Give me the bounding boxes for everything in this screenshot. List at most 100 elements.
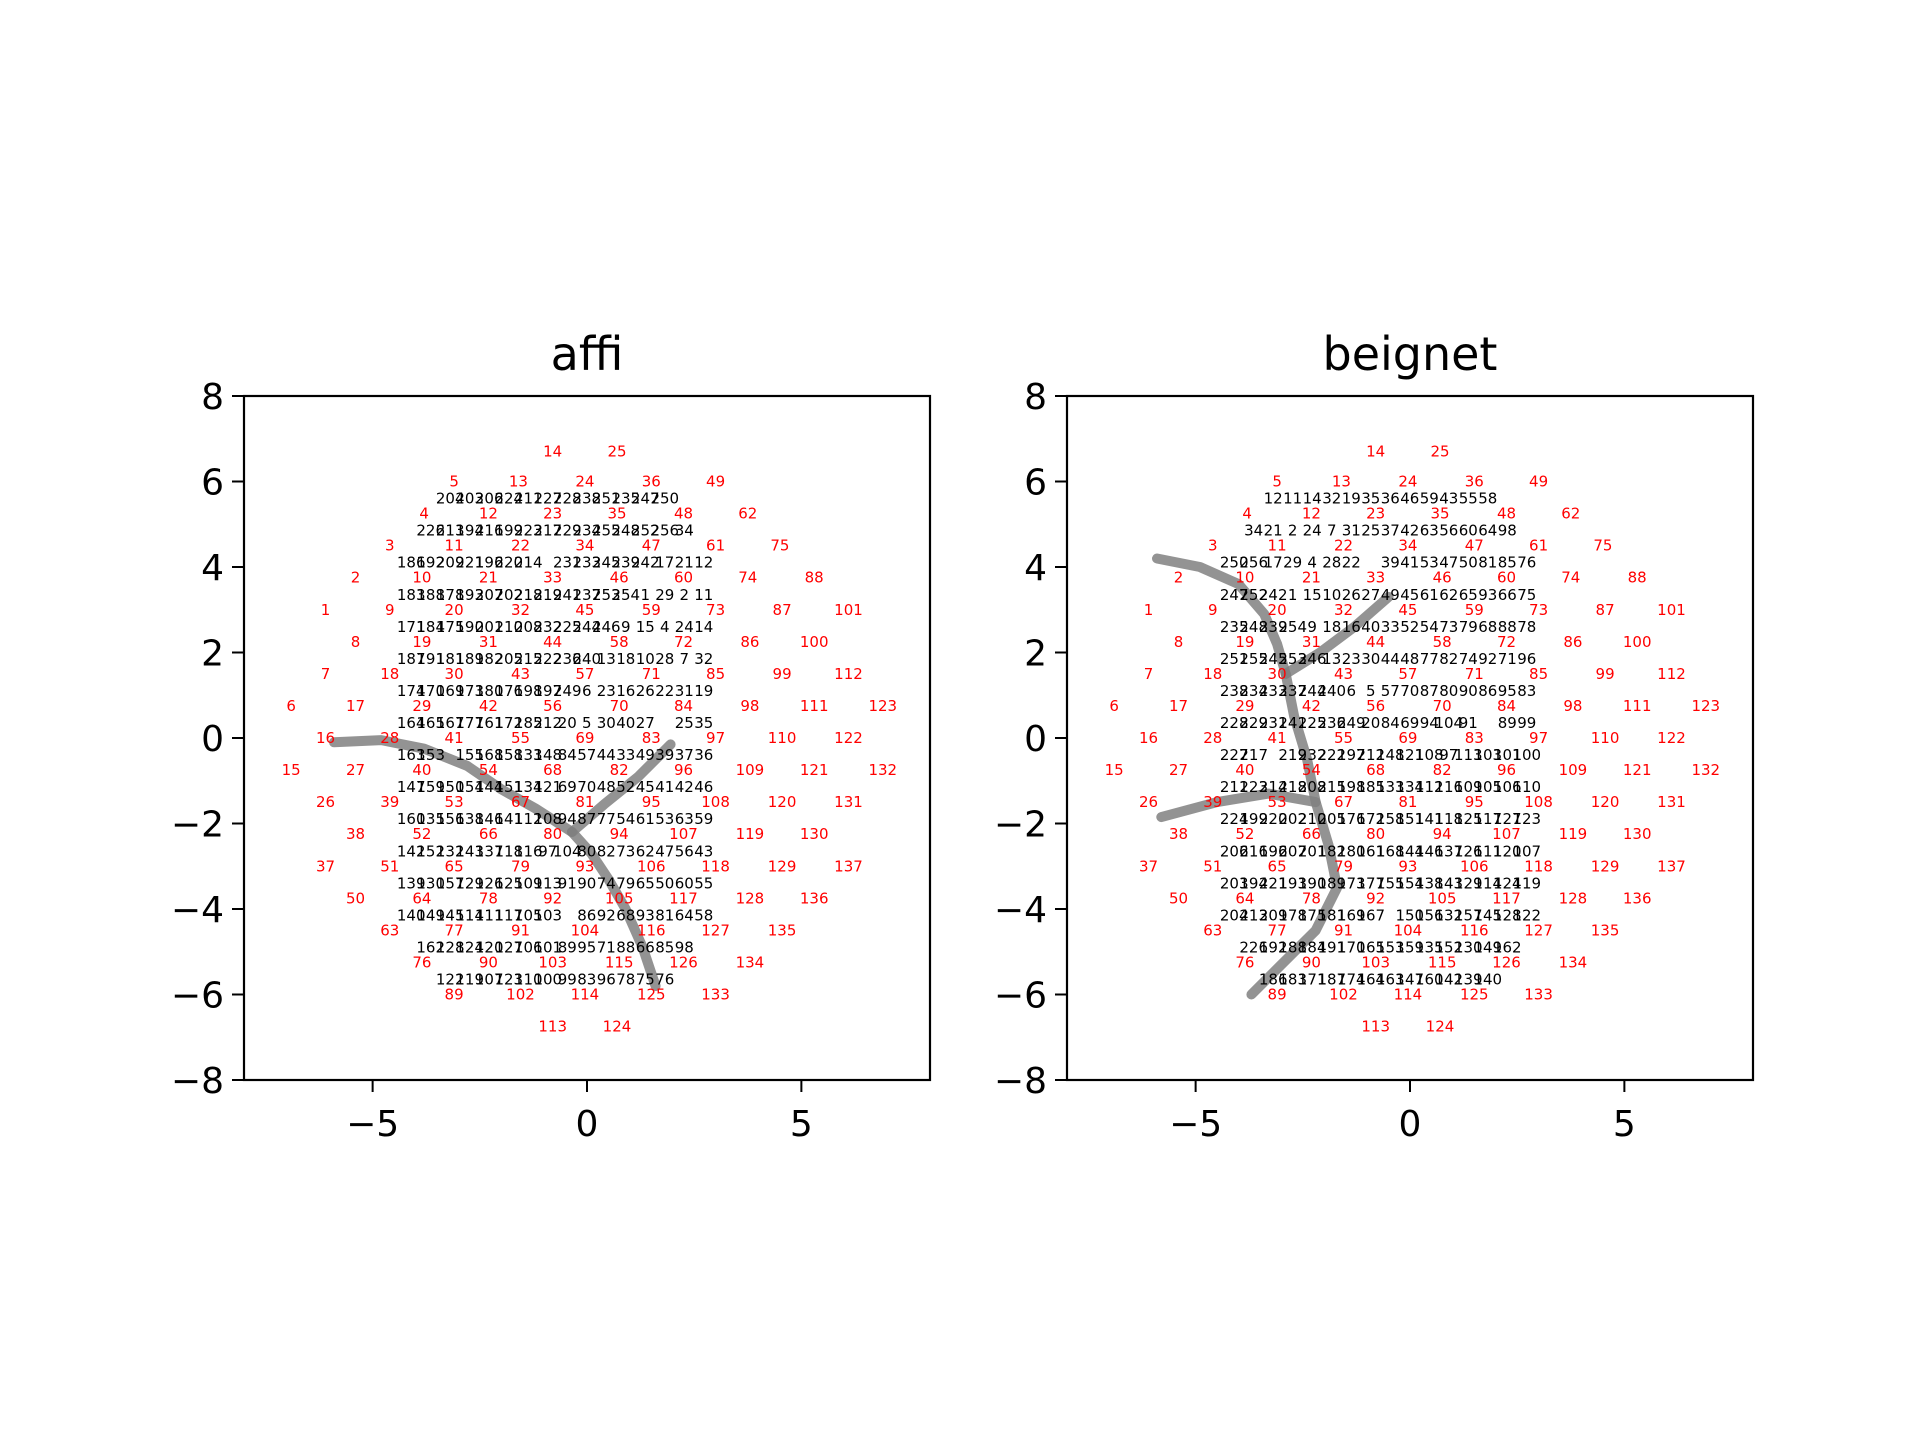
reference-label: 116 — [637, 921, 666, 939]
reference-label: 98 — [1563, 697, 1582, 715]
reference-label: 25 — [1430, 443, 1449, 461]
target-label: 135 — [416, 810, 445, 828]
target-label: 117 — [1473, 810, 1502, 828]
reference-label: 55 — [511, 729, 530, 747]
target-label: 82 — [1439, 650, 1458, 668]
target-label: 118 — [494, 842, 523, 860]
reference-label: 51 — [1203, 857, 1222, 875]
target-label: 185 — [1356, 778, 1385, 796]
reference-label: 89 — [1268, 986, 1287, 1004]
reference-label: 32 — [1334, 601, 1353, 619]
target-label: 147 — [1395, 971, 1424, 989]
target-label: 151 — [1395, 810, 1424, 828]
target-label: 249 — [553, 682, 582, 700]
target-label: 209 — [436, 554, 465, 572]
reference-label: 60 — [1497, 569, 1516, 587]
reference-label: 111 — [800, 697, 829, 715]
target-label: 150 — [436, 778, 465, 796]
reference-label: 46 — [1433, 569, 1452, 587]
reference-label: 1 — [321, 601, 331, 619]
target-label: 32 — [694, 650, 713, 668]
target-label: 169 — [436, 682, 465, 700]
target-label: 48 — [597, 778, 616, 796]
reference-label: 109 — [736, 761, 765, 779]
target-label: 59 — [694, 810, 713, 828]
reference-label: 114 — [1394, 986, 1423, 1004]
reference-label: 129 — [768, 857, 797, 875]
reference-label: 92 — [543, 889, 562, 907]
target-label: 22 — [655, 682, 674, 700]
target-label: 214 — [1259, 778, 1288, 796]
target-label: 212 — [533, 714, 562, 732]
reference-label: 86 — [1563, 633, 1582, 651]
target-label: 62 — [636, 842, 655, 860]
reference-label: 14 — [1366, 443, 1385, 461]
target-label: 60 — [1459, 522, 1478, 540]
reference-label: 101 — [834, 601, 863, 619]
reference-label: 88 — [1628, 569, 1647, 587]
target-label: 251 — [1220, 650, 1249, 668]
target-label: 245 — [1259, 650, 1288, 668]
target-label: 203 — [1220, 874, 1249, 892]
reference-label: 70 — [610, 697, 629, 715]
target-label: 13 — [1322, 650, 1341, 668]
target-label: 190 — [1298, 874, 1327, 892]
target-label: 119 — [455, 971, 484, 989]
target-label: 211 — [514, 490, 543, 508]
reference-label: 30 — [445, 665, 464, 683]
y-tick-label: 6 — [1024, 463, 1047, 504]
reference-label: 130 — [800, 825, 829, 843]
target-label: 244 — [1298, 682, 1327, 700]
reference-label: 51 — [380, 857, 399, 875]
target-label: 173 — [1337, 874, 1366, 892]
target-label: 194 — [455, 522, 484, 540]
target-label: 170 — [1337, 939, 1366, 957]
target-label: 207 — [475, 586, 504, 604]
target-label: 33 — [1381, 618, 1400, 636]
target-label: 171 — [1298, 971, 1327, 989]
reference-label: 36 — [1465, 473, 1484, 491]
target-label: 71 — [1498, 650, 1517, 668]
target-label: 2 — [1288, 522, 1298, 540]
reference-label: 65 — [1268, 857, 1287, 875]
target-label: 9 — [1307, 618, 1317, 636]
target-label: 201 — [1298, 842, 1327, 860]
reference-label: 24 — [575, 473, 594, 491]
reference-label: 93 — [575, 857, 594, 875]
reference-label: 45 — [1398, 601, 1417, 619]
target-label: 154 — [1395, 874, 1424, 892]
reference-label: 108 — [1524, 793, 1553, 811]
reference-label: 10 — [1235, 569, 1254, 587]
target-label: 76 — [1517, 554, 1536, 572]
target-label: 31 — [1342, 522, 1361, 540]
target-label: 36 — [1381, 490, 1400, 508]
target-label: 97 — [1439, 746, 1458, 764]
reference-label: 73 — [706, 601, 725, 619]
reference-label: 87 — [773, 601, 792, 619]
reference-label: 91 — [1334, 921, 1353, 939]
target-label: 104 — [553, 842, 582, 860]
path-segment — [567, 827, 661, 991]
y-tick-label: −8 — [994, 1061, 1047, 1102]
reference-label: 7 — [321, 665, 331, 683]
reference-label: 52 — [1235, 825, 1254, 843]
reference-label: 13 — [509, 473, 528, 491]
target-label: 70 — [577, 778, 596, 796]
target-label: 123 — [1512, 810, 1541, 828]
target-label: 88 — [616, 939, 635, 957]
target-label: 175 — [436, 618, 465, 636]
target-label: 37 — [1381, 522, 1400, 540]
target-label: 209 — [1259, 906, 1288, 924]
target-label: 56 — [1439, 522, 1458, 540]
target-label: 65 — [636, 874, 655, 892]
target-label: 43 — [1439, 490, 1458, 508]
target-label: 18 — [616, 650, 635, 668]
target-label: 133 — [1376, 778, 1405, 796]
target-label: 239 — [1259, 618, 1288, 636]
target-label: 105 — [514, 906, 543, 924]
target-label: 69 — [558, 778, 577, 796]
reference-label: 129 — [1591, 857, 1620, 875]
reference-label: 8 — [1174, 633, 1184, 651]
reference-label: 76 — [1235, 953, 1254, 971]
reference-label: 105 — [1428, 889, 1457, 907]
